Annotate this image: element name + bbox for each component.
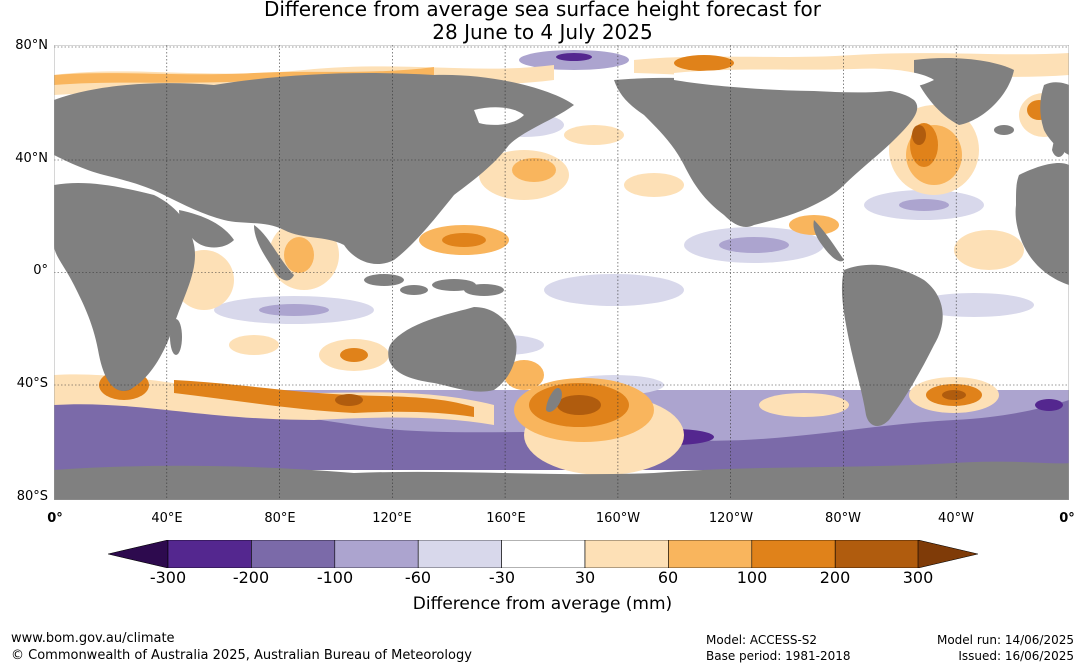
base-period: Base period: 1981-2018 (706, 649, 851, 663)
land-masses (54, 58, 1069, 500)
latitude-label-40n: 40°N (15, 151, 48, 166)
colorbar-tick-label: -300 (149, 568, 187, 587)
longitude-label-120w: 120°W (708, 511, 754, 526)
model-run-date: Model run: 14/06/2025 (936, 633, 1074, 647)
colorbar-tick-label: 300 (902, 568, 934, 587)
sea-ice-areas (474, 68, 934, 125)
longitude-label-80w: 80°W (825, 511, 861, 526)
longitude-label-40w: 40°W (938, 511, 974, 526)
colorbar-tick-label: -100 (316, 568, 354, 587)
colorbar-tick-label: -60 (404, 568, 432, 587)
issued-date: Issued: 16/06/2025 (958, 649, 1074, 663)
colorbar (108, 540, 978, 568)
latitude-label-0: 0° (33, 263, 48, 278)
latitude-label-80n: 80°N (15, 38, 48, 53)
copyright-text: © Commonwealth of Australia 2025, Austra… (11, 648, 472, 663)
colorbar-tick-label: -200 (232, 568, 270, 587)
longitude-label-160w: 160°W (595, 511, 641, 526)
colorbar-tick-label: 100 (736, 568, 768, 587)
colorbar-segment (668, 540, 753, 568)
colorbar-segment (334, 540, 419, 568)
colorbar-arrow-high (917, 540, 978, 568)
colorbar-tick-label: 60 (657, 568, 679, 587)
colorbar-segment (501, 540, 586, 568)
longitude-label-0-right: 0° (1059, 511, 1075, 526)
colorbar-segment (584, 540, 669, 568)
longitude-label-120e: 120°E (372, 511, 412, 526)
colorbar-tick-label: 30 (574, 568, 596, 587)
map-title-line-1: Difference from average sea surface heig… (263, 0, 822, 21)
colorbar-title: Difference from average (mm) (412, 594, 673, 614)
colorbar-segment (834, 540, 919, 568)
colorbar-arrow-low (108, 540, 169, 568)
latitude-label-80s: 80°S (16, 489, 48, 504)
website-link[interactable]: www.bom.gov.au/climate (11, 631, 175, 646)
sea-surface-height-map (54, 45, 1069, 500)
graticule (54, 45, 1069, 500)
latitude-label-40s: 40°S (16, 376, 48, 391)
longitude-label-0-left: 0° (47, 511, 63, 526)
colorbar-segment (251, 540, 336, 568)
longitude-label-40e: 40°E (151, 511, 183, 526)
colorbar-segment (751, 540, 836, 568)
model-name: Model: ACCESS-S2 (706, 633, 818, 647)
longitude-label-80e: 80°E (264, 511, 296, 526)
map-title-line-2: 28 June to 4 July 2025 (432, 20, 653, 44)
colorbar-tick-label: -30 (488, 568, 516, 587)
colorbar-segment (167, 540, 252, 568)
longitude-label-160e: 160°E (486, 511, 526, 526)
colorbar-tick-label: 200 (819, 568, 851, 587)
colorbar-segment (417, 540, 502, 568)
